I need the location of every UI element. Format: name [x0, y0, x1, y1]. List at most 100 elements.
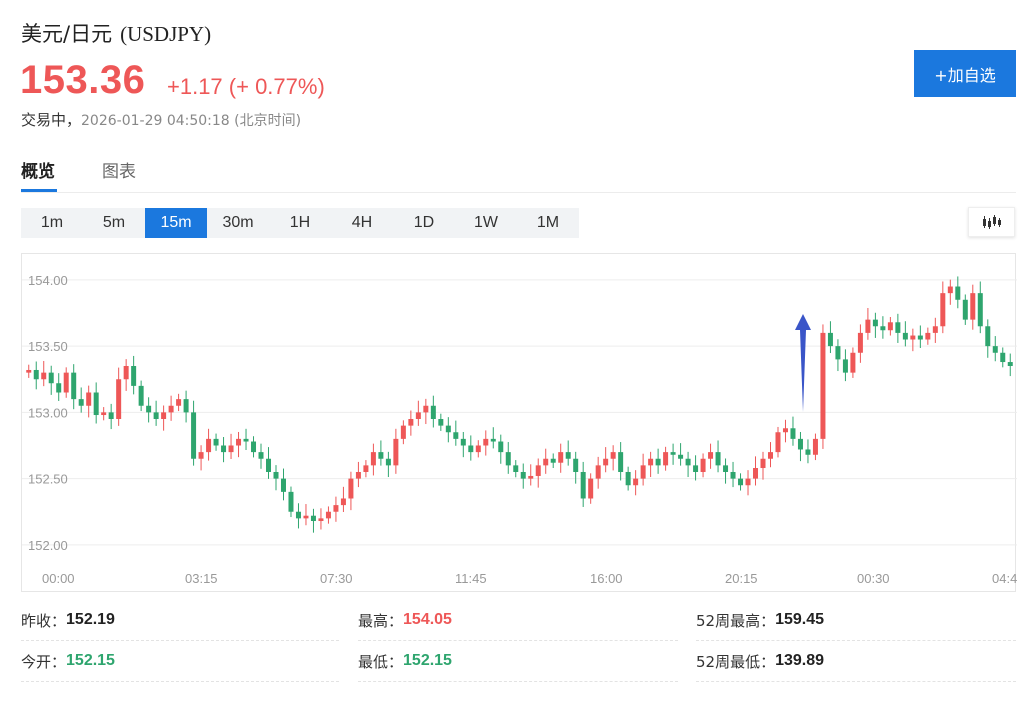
- period-1m[interactable]: 1m: [40, 214, 64, 231]
- candle-body: [947, 286, 953, 294]
- candle-body: [460, 438, 466, 446]
- y-tick-label: 153.00: [28, 405, 68, 420]
- candle-body: [535, 465, 541, 476]
- tab-active-indicator: [21, 189, 57, 192]
- candle-body: [71, 372, 77, 400]
- candle-body: [161, 412, 167, 419]
- candle-body: [782, 428, 788, 433]
- candle-body: [1000, 352, 1006, 363]
- candle-body: [333, 505, 339, 512]
- candle-body: [116, 379, 122, 419]
- candle-body: [940, 293, 946, 327]
- candle-body: [932, 326, 938, 333]
- period-4h[interactable]: 4H: [351, 214, 373, 231]
- period-1w[interactable]: 1W: [474, 214, 498, 231]
- candle-body: [26, 369, 32, 373]
- arrow-up-icon: [795, 314, 811, 412]
- stats-panel: 昨收： 152.19 最高： 154.05 52周最高： 159.45 今开： 152.…: [21, 600, 1016, 682]
- candlestick-icon: [982, 215, 1001, 229]
- period-selector: 1m 5m 15m 30m 1H 4H 1D 1W 1M: [21, 208, 579, 238]
- candle-body: [797, 438, 803, 450]
- stat-value: 152.15: [66, 652, 115, 669]
- candle-body: [685, 458, 691, 466]
- candle-body: [78, 399, 84, 406]
- price-chart[interactable]: 154.00 153.50 153.00 152.50 152.00 00:00 03:15…: [21, 253, 1017, 593]
- candle-body: [910, 335, 916, 340]
- candle-body: [348, 478, 354, 499]
- tab-bar: 概览 图表: [21, 155, 1016, 193]
- candle-body: [213, 438, 219, 446]
- candle-body: [325, 511, 331, 519]
- candle-body: [670, 452, 676, 455]
- candle-body: [176, 399, 182, 406]
- stat-value: 154.05: [403, 611, 452, 628]
- trade-status: 交易中，2026-01-29 04:50:18 (北京时间): [21, 109, 301, 130]
- candle-body: [198, 452, 204, 459]
- stat-value: 159.45: [775, 611, 825, 628]
- candle-body: [153, 412, 159, 419]
- candle-body: [745, 478, 751, 486]
- timestamp: 2026-01-29 04:50:18 (北京时间): [81, 113, 302, 129]
- candle-body: [558, 452, 564, 463]
- candle-body: [370, 452, 376, 466]
- x-tick-label: 04:4: [992, 571, 1017, 586]
- period-1d[interactable]: 1D: [413, 214, 435, 231]
- candle-body: [273, 471, 279, 479]
- y-tick-label: 154.00: [28, 273, 68, 288]
- candle-body: [206, 438, 212, 453]
- y-tick-label: 152.50: [28, 472, 68, 487]
- period-5m[interactable]: 5m: [102, 214, 126, 231]
- candle-body: [625, 471, 631, 486]
- chart-type-button[interactable]: [968, 207, 1015, 237]
- candle-body: [363, 465, 369, 472]
- candle-body: [970, 293, 976, 320]
- x-tick-label: 07:30: [320, 571, 353, 586]
- candle-body: [48, 372, 54, 384]
- stat-prev-close: 昨收： 152.19: [21, 600, 339, 641]
- candle-body: [86, 392, 92, 406]
- candle-body: [33, 369, 39, 380]
- candle-body: [708, 452, 714, 459]
- candle-body: [640, 465, 646, 479]
- x-tick-label: 20:15: [725, 571, 758, 586]
- candle-body: [498, 441, 504, 453]
- candle-body: [221, 445, 227, 453]
- candle-body: [520, 471, 526, 479]
- candle-body: [423, 405, 429, 413]
- period-1mo[interactable]: 1M: [536, 214, 560, 231]
- candle-body: [445, 425, 451, 433]
- add-watchlist-button[interactable]: +加自选: [914, 50, 1016, 97]
- candle-body: [962, 299, 968, 320]
- candle-body: [340, 498, 346, 506]
- candle-body: [992, 346, 998, 353]
- candle-body: [850, 352, 856, 373]
- candle-body: [243, 438, 249, 442]
- candle-body: [753, 468, 759, 479]
- candle-body: [580, 471, 586, 499]
- period-15m[interactable]: 15m: [145, 208, 207, 238]
- candle-body: [101, 412, 107, 416]
- period-30m[interactable]: 30m: [222, 214, 254, 231]
- stat-label: 52周最低：: [696, 652, 776, 671]
- candle-body: [393, 438, 399, 466]
- candle-body: [303, 515, 309, 519]
- candle-body: [730, 471, 736, 479]
- candle-body: [378, 452, 384, 459]
- candle-body: [543, 458, 549, 466]
- stat-value: 152.19: [66, 611, 115, 628]
- period-1h[interactable]: 1H: [289, 214, 311, 231]
- candle-body: [693, 465, 699, 472]
- tab-chart[interactable]: 图表: [102, 162, 136, 182]
- candle-body: [131, 366, 137, 386]
- candle-body: [633, 478, 639, 486]
- candlestick-chart[interactable]: 154.00 153.50 153.00 152.50 152.00 00:00 03:15…: [22, 254, 1017, 593]
- candle-body: [415, 412, 421, 419]
- candle-body: [318, 518, 324, 522]
- candle-body: [618, 452, 624, 472]
- tab-overview[interactable]: 概览: [21, 162, 55, 182]
- candle-body: [917, 335, 923, 340]
- candle-body: [655, 458, 661, 466]
- candle-body: [955, 286, 961, 300]
- candle-body: [513, 465, 519, 472]
- instrument-name: 美元/日元: [21, 22, 113, 46]
